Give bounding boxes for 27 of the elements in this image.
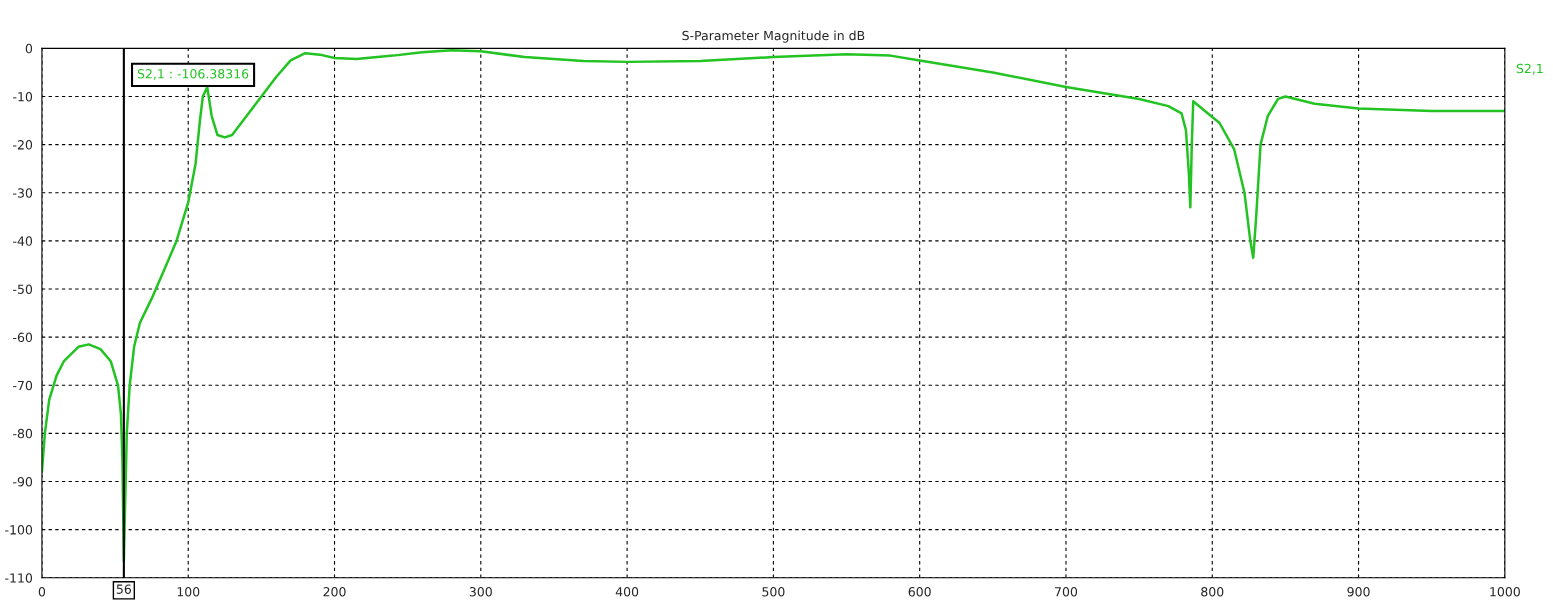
y-tick-label: -20 — [13, 140, 33, 150]
y-tick-label: -50 — [13, 284, 33, 294]
y-tick-label: -10 — [13, 92, 33, 102]
y-tick-label: 0 — [25, 43, 33, 54]
y-tick-label: -110 — [5, 573, 33, 583]
x-tick-label: 0 — [38, 587, 46, 597]
x-tick-label: 600 — [908, 587, 931, 597]
x-tick-label: 800 — [1201, 587, 1224, 597]
y-tick-label: -100 — [5, 525, 33, 535]
x-tick-label: 200 — [323, 587, 346, 597]
chart-title: S-Parameter Magnitude in dB — [682, 30, 865, 43]
x-tick-label: 100 — [177, 587, 200, 597]
x-tick-label: 1000 — [1490, 587, 1520, 597]
y-tick-label: -30 — [13, 188, 33, 198]
y-tick-label: -80 — [13, 428, 33, 439]
y-tick-label: -60 — [13, 332, 33, 343]
x-tick-label: 900 — [1347, 587, 1370, 597]
text: S2,1 — [1516, 63, 1543, 75]
x-tick-label: 300 — [469, 587, 492, 597]
ref-line-label: 56 — [116, 584, 132, 594]
y-tick-label: -70 — [13, 380, 33, 391]
y-tick-label: -40 — [13, 236, 33, 246]
x-tick-label: 500 — [762, 587, 785, 597]
x-tick-label: 700 — [1055, 587, 1078, 597]
x-tick-label: 400 — [615, 587, 639, 597]
y-tick-label: -90 — [13, 477, 33, 487]
annotation: S2,1 : -106.38316 — [137, 69, 249, 80]
